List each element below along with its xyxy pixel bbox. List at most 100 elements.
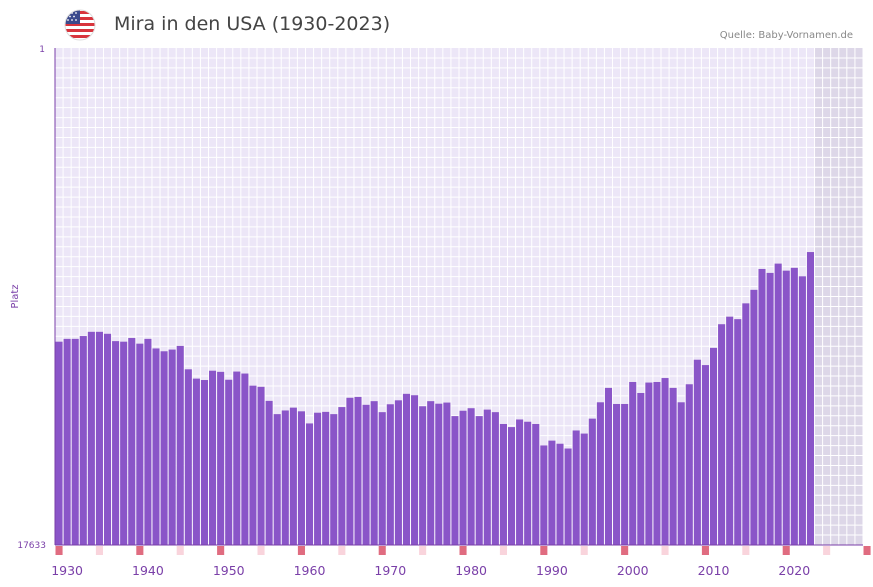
x-tick-label-1990: 1990: [536, 563, 568, 578]
bar-1969: [378, 412, 386, 545]
decade-marker-1934: [95, 546, 103, 555]
bar-1998: [613, 403, 621, 545]
bar-1975: [427, 401, 435, 545]
decade-marker-1954: [257, 546, 265, 555]
bar-1929: [55, 341, 63, 545]
bar-1980: [467, 408, 475, 545]
bars: [55, 252, 815, 545]
bar-1939: [136, 343, 144, 545]
chart-title: Mira in den USA (1930-2023): [114, 13, 391, 35]
bar-1993: [572, 430, 580, 545]
x-tick-label-1960: 1960: [294, 563, 326, 578]
x-tick-label-1930: 1930: [51, 563, 83, 578]
bar-1944: [176, 345, 184, 545]
bar-1954: [257, 386, 265, 545]
decade-marker-2009: [701, 546, 709, 555]
bar-1987: [524, 421, 532, 545]
bar-1991: [556, 443, 564, 545]
decade-marker-1949: [217, 546, 225, 555]
bar-1995: [588, 418, 596, 545]
bar-1942: [160, 351, 168, 545]
decade-marker-2014: [742, 546, 750, 555]
bar-1984: [499, 423, 507, 545]
us-flag-icon: [64, 9, 96, 41]
x-tick-label-1950: 1950: [213, 563, 245, 578]
y-axis-label: Platz: [10, 284, 21, 308]
decade-marker-1939: [136, 546, 144, 555]
bar-1966: [354, 396, 362, 545]
bar-1962: [322, 411, 330, 545]
bar-1981: [475, 416, 483, 545]
bar-1955: [265, 400, 273, 545]
bar-2001: [637, 392, 645, 545]
bar-1972: [402, 393, 411, 545]
bar-1968: [370, 401, 378, 545]
y-tick-label-bottom: 17633: [17, 541, 46, 551]
bar-2003: [653, 381, 661, 545]
bar-2009: [701, 365, 709, 545]
bar-1931: [71, 338, 79, 545]
bar-1937: [120, 341, 128, 545]
bar-2007: [685, 384, 693, 545]
decade-marker-1994: [580, 546, 588, 555]
bar-1982: [483, 409, 491, 545]
bar-1961: [314, 412, 322, 545]
bar-1997: [604, 387, 613, 545]
bar-2019: [782, 270, 790, 545]
bar-1935: [103, 333, 112, 545]
x-tick-label-2010: 2010: [698, 563, 730, 578]
bar-1963: [330, 414, 338, 545]
decade-marker-2024: [823, 546, 831, 555]
decade-marker-1929: [55, 546, 63, 555]
bar-1971: [394, 400, 402, 545]
bar-1936: [112, 341, 120, 545]
bar-1948: [209, 370, 217, 545]
x-tick-label-2020: 2020: [778, 563, 810, 578]
grid: [54, 48, 864, 545]
bar-1979: [459, 410, 467, 545]
bar-2020: [790, 267, 798, 545]
decade-marker-2019: [782, 546, 790, 555]
bar-1957: [281, 410, 289, 545]
bar-2015: [750, 289, 758, 545]
decade-marker-1974: [419, 546, 427, 555]
decade-marker-1964: [338, 546, 346, 555]
decade-marker-1944: [176, 546, 184, 555]
bar-1973: [411, 395, 419, 545]
bar-1930: [63, 338, 71, 545]
x-tick-label-1980: 1980: [455, 563, 487, 578]
bar-1959: [297, 411, 305, 545]
bar-1964: [338, 407, 346, 545]
bar-1932: [79, 336, 87, 545]
bar-2010: [709, 347, 718, 545]
bar-2022: [806, 252, 815, 545]
bar-2004: [661, 378, 669, 545]
x-tick-label-2000: 2000: [617, 563, 649, 578]
y-tick-label-top: 1: [39, 45, 45, 55]
bar-1934: [95, 331, 103, 545]
bar-2008: [693, 359, 701, 545]
source-label: Quelle: Baby-Vornamen.de: [719, 30, 853, 41]
bar-1965: [346, 397, 354, 545]
bar-2018: [774, 263, 782, 545]
bar-1938: [128, 338, 136, 545]
bar-2012: [726, 316, 734, 545]
decade-marker-1959: [297, 546, 305, 555]
bar-1985: [507, 427, 516, 545]
bar-1992: [564, 448, 572, 545]
bar-2017: [766, 272, 774, 545]
bar-1941: [152, 348, 160, 545]
bar-2014: [742, 303, 750, 545]
bar-1940: [144, 338, 152, 545]
bar-1988: [532, 423, 540, 545]
bar-1960: [305, 423, 314, 545]
x-tick-label-1970: 1970: [374, 563, 406, 578]
decade-marker-1989: [540, 546, 548, 555]
bar-2005: [669, 387, 677, 545]
bar-1933: [87, 331, 95, 545]
bar-1967: [362, 404, 370, 545]
bar-1946: [192, 378, 200, 545]
bar-1970: [386, 404, 394, 545]
bar-1999: [621, 403, 629, 545]
bar-1986: [516, 419, 524, 545]
